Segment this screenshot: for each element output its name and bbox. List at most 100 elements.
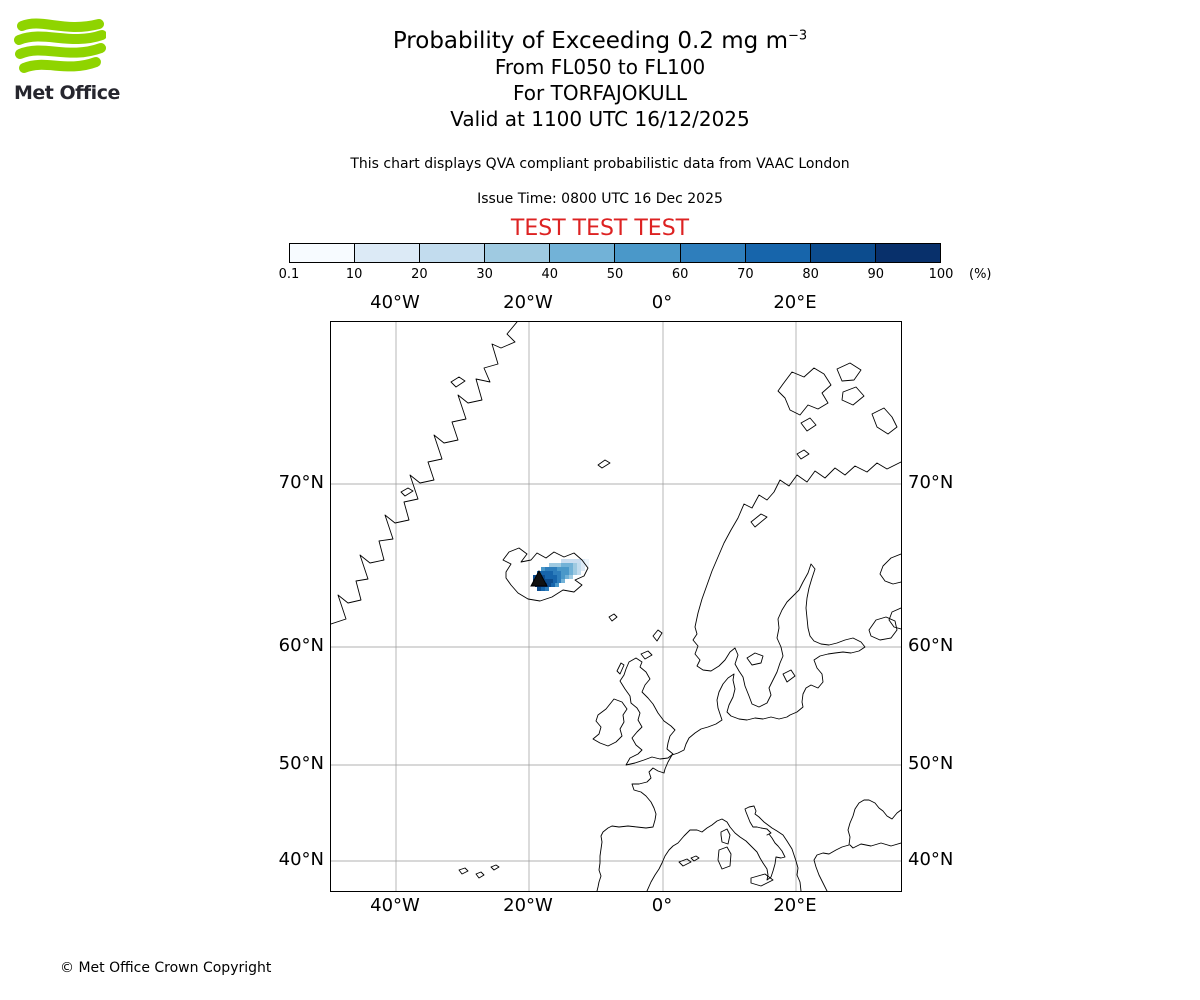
lake-ladoga (868, 616, 898, 641)
azores-islet (458, 867, 469, 875)
lon-label-top: 20°W (503, 292, 553, 313)
chart-title-text: Probability of Exceeding 0.2 mg m (392, 28, 788, 54)
plume-cell (577, 559, 581, 563)
volcano-name-line: For TORFAJOKULL (513, 81, 687, 105)
europe-map (330, 321, 902, 892)
legend-tick-label: 70 (737, 267, 754, 282)
legend-color-segment (355, 244, 421, 262)
plume-cell (553, 567, 557, 571)
lon-label-bottom: 0° (651, 895, 673, 916)
plume-cell (581, 563, 585, 567)
met-office-logo-mark (14, 18, 107, 73)
lat-label-right: 70°N (908, 472, 954, 493)
greenland-islet (450, 376, 466, 388)
chart-title: Probability of Exceeding 0.2 mg m−3 (0, 28, 1200, 54)
plume-cell (549, 571, 553, 575)
legend-colorbar (289, 243, 941, 263)
sicily-island (750, 873, 774, 887)
coastline-scandinavia-mainland (596, 461, 902, 892)
azores-islet (490, 864, 500, 871)
corsica-island (720, 828, 731, 845)
white-sea (879, 553, 902, 585)
chart-title-exponent: −3 (787, 28, 808, 44)
coastline-iceland (502, 547, 589, 602)
coastlines (330, 321, 902, 892)
svalbard-island (777, 367, 832, 416)
plume-cell (573, 567, 577, 571)
plume-cell (549, 579, 553, 583)
lat-label-left: 50°N (278, 753, 324, 774)
plume-cell (549, 567, 553, 571)
volcano-marker (530, 569, 548, 587)
copyright-text: © Met Office Crown Copyright (60, 960, 272, 976)
plume-cell (557, 571, 561, 575)
lon-label-bottom: 20°E (773, 895, 817, 916)
lon-label-top: 0° (651, 292, 673, 313)
legend-tick-label: 90 (867, 267, 885, 282)
plume-cell (565, 559, 569, 563)
hebrides-islands (616, 662, 625, 675)
plume-cell (541, 587, 545, 591)
jan-mayen-island (597, 459, 611, 469)
plume-cell (577, 567, 581, 571)
orkney-islands (640, 650, 653, 660)
lon-label-top: 40°W (370, 292, 420, 313)
legend-tick-label: 100 (928, 267, 954, 282)
sardinia-island (717, 846, 732, 870)
legend-tick-label: 0.1 (278, 267, 300, 282)
met-office-logo: Met Office (14, 18, 124, 104)
lat-label-left: 70°N (278, 472, 324, 493)
plume-cell (553, 579, 557, 583)
legend-tick-label: 30 (476, 267, 493, 282)
plume-cell (541, 567, 545, 571)
plume-cell (553, 571, 557, 575)
plume-cell (545, 571, 549, 575)
svalbard-island (836, 362, 862, 382)
plume-cell (565, 571, 569, 575)
legend-color-segment (810, 244, 876, 262)
plume-cell (551, 583, 555, 587)
balearic-islands (678, 858, 692, 867)
plume-cell (557, 567, 561, 571)
plume-cell (569, 563, 573, 567)
plume-cell (585, 559, 589, 563)
plume-cell (541, 575, 545, 579)
legend-tick-label: 10 (345, 267, 363, 282)
plume-cell (545, 575, 549, 579)
valid-time-line: Valid at 1100 UTC 16/12/2025 (450, 107, 750, 131)
plume-cell (569, 567, 573, 571)
plume-cell (577, 563, 581, 567)
plume-cell (553, 575, 557, 579)
plume-cell (569, 571, 573, 575)
lofoten-islands (750, 513, 768, 528)
plume-cell (545, 587, 549, 591)
plume-cell (557, 563, 561, 567)
map-gridlines (331, 322, 901, 891)
plume-cell (545, 567, 549, 571)
coastline-aegean-blacksea (813, 799, 902, 892)
plume-cell (561, 559, 565, 563)
plume-cell (547, 583, 551, 587)
plume-cell (533, 575, 537, 579)
legend-color-segment (290, 244, 356, 262)
qva-compliance-note: This chart displays QVA compliant probab… (350, 156, 850, 172)
lat-label-left: 60°N (278, 635, 324, 656)
coastline-great-britain (619, 657, 676, 766)
legend-color-segment (550, 244, 616, 262)
plume-cell (561, 575, 565, 579)
map-panel (330, 321, 902, 892)
coastline-ireland (592, 698, 628, 747)
lat-label-right: 40°N (908, 849, 954, 870)
plume-cell (541, 571, 545, 575)
svalbard-island (841, 386, 865, 406)
legend-color-segment (485, 244, 551, 262)
legend-color-segment (745, 244, 811, 262)
legend-color-segment (875, 244, 940, 262)
plume-cell (573, 571, 577, 575)
plume-cell (555, 583, 559, 587)
lat-label-right: 50°N (908, 753, 954, 774)
legend-unit-label: (%) (969, 267, 992, 282)
lon-label-top: 20°E (773, 292, 817, 313)
legend-tick-label: 80 (802, 267, 819, 282)
